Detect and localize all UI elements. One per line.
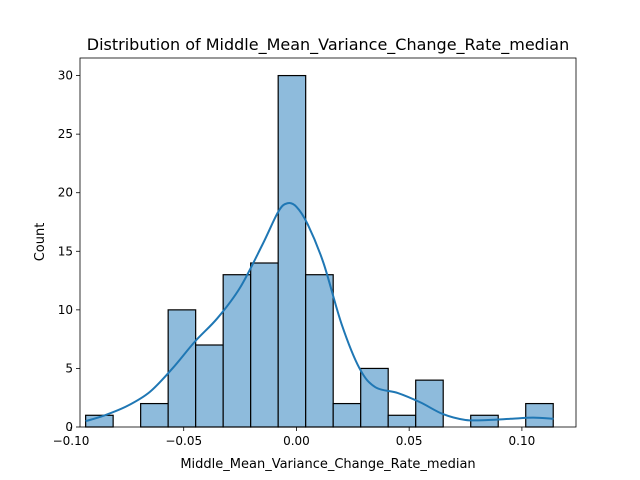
histogram-bar <box>277 74 307 428</box>
y-axis-ticks: 0 5 10 15 20 25 30 <box>58 69 80 434</box>
x-axis-label: Middle_Mean_Variance_Change_Rate_median <box>180 457 475 472</box>
histogram-bar <box>415 379 444 428</box>
x-axis-ticks: −0.10 −0.05 0.00 0.05 0.10 <box>53 427 536 448</box>
histogram-bar <box>305 274 334 428</box>
kde-curve <box>85 201 554 423</box>
x-tick-label: 0.00 <box>283 434 310 448</box>
histogram-bar <box>195 344 224 428</box>
y-tick-label: 10 <box>58 303 73 317</box>
histogram-bar <box>140 402 169 428</box>
x-tick-label: 0.05 <box>396 434 423 448</box>
y-tick-label: 0 <box>65 420 73 434</box>
y-tick-label: 25 <box>58 127 73 141</box>
y-tick-label: 15 <box>58 244 73 258</box>
y-axis-label: Count <box>33 223 48 262</box>
histogram-bar <box>525 402 554 428</box>
chart-title: Distribution of Middle_Mean_Variance_Cha… <box>87 35 569 55</box>
x-tick-label: −0.05 <box>165 434 202 448</box>
histogram-bar <box>250 262 279 428</box>
y-tick-label: 20 <box>58 186 73 200</box>
x-tick-label: −0.10 <box>53 434 90 448</box>
axes-frame <box>79 57 577 428</box>
y-tick-label: 30 <box>58 69 73 83</box>
histogram-bar <box>387 414 417 428</box>
x-tick-label: 0.10 <box>509 434 536 448</box>
histogram-bar <box>222 274 252 428</box>
y-tick-label: 5 <box>65 361 73 375</box>
histogram-bar <box>332 402 362 428</box>
